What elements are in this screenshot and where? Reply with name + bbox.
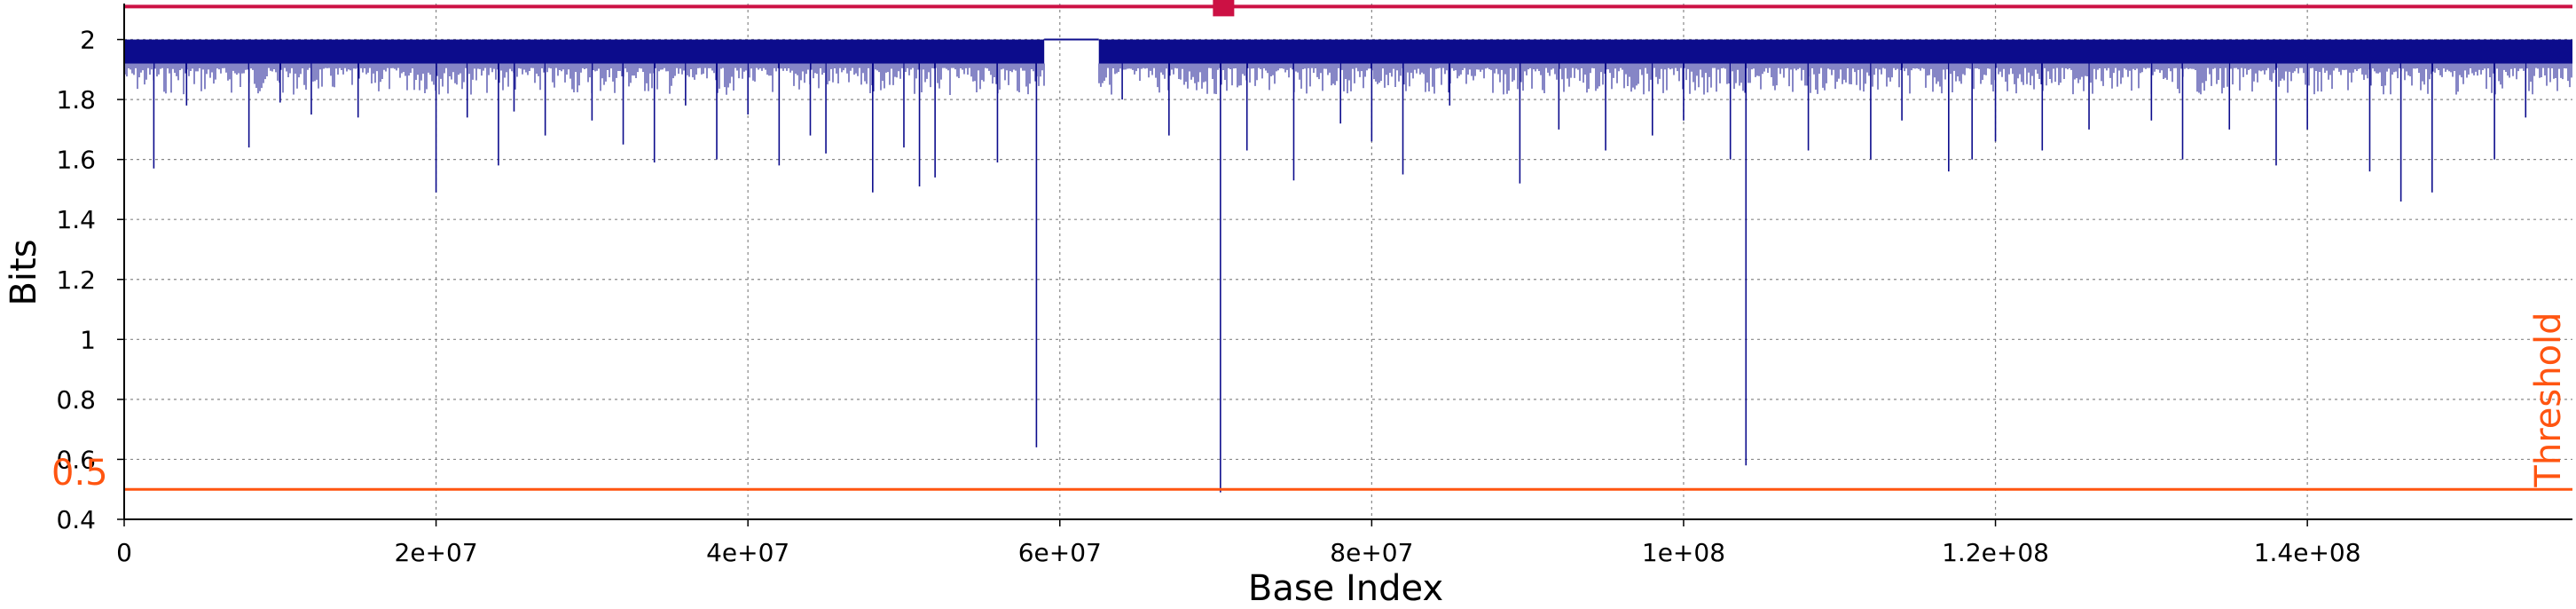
- x-axis-label: Base Index: [1248, 568, 1443, 609]
- x-tick-label: 8e+07: [1330, 538, 1413, 567]
- data-band: [124, 38, 2572, 95]
- x-tick-label: 4e+07: [706, 538, 789, 567]
- axes: [117, 4, 2572, 526]
- tick-labels: 0 2e+07 4e+07 6e+07 8e+07 1e+08 1.2e+08 1.4e+08…: [56, 26, 2360, 567]
- annotations: [124, 0, 2572, 491]
- top-marker: [1213, 0, 1235, 17]
- x-tick-label: 1.2e+08: [1942, 538, 2049, 567]
- x-tick-label: 6e+07: [1018, 538, 1102, 567]
- y-tick-label: 0.6: [56, 445, 96, 474]
- x-tick-label: 0: [116, 538, 132, 567]
- x-tick-label: 2e+07: [395, 538, 478, 567]
- y-tick-label: 1: [80, 325, 96, 354]
- threshold-label: Threshold: [2528, 312, 2569, 487]
- data-spikes: [153, 39, 2527, 493]
- y-tick-label: 1.8: [56, 85, 96, 115]
- data-texture: [124, 63, 2572, 95]
- data-band-left: [124, 39, 1045, 64]
- threshold-value-label: 0.5: [51, 453, 108, 494]
- y-axis-label: Bits: [4, 239, 44, 305]
- data-band-right: [1098, 39, 2572, 64]
- y-tick-label: 0.4: [56, 505, 96, 534]
- x-tick-label: 1.4e+08: [2254, 538, 2361, 567]
- y-tick-label: 1.6: [56, 146, 96, 175]
- y-tick-label: 0.8: [56, 385, 96, 415]
- y-tick-label: 1.2: [56, 265, 96, 295]
- y-tick-label: 1.4: [56, 205, 96, 234]
- y-tick-label: 2: [80, 26, 96, 55]
- x-tick-label: 1e+08: [1642, 538, 1725, 567]
